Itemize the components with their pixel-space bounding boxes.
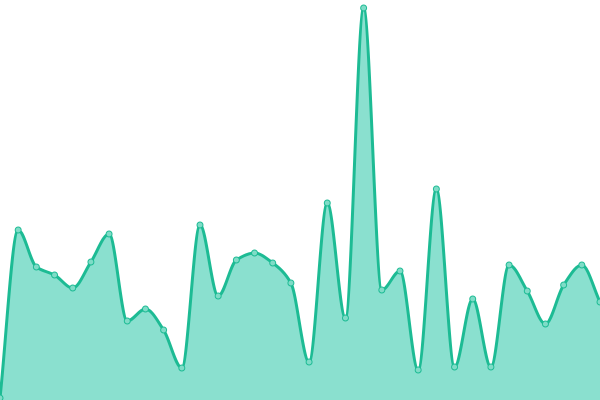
data-point-11[interactable] [196,221,204,229]
data-point-28[interactable] [505,261,513,269]
data-point-0[interactable] [0,394,4,400]
data-point-3[interactable] [51,271,59,279]
data-point-26[interactable] [469,295,477,303]
data-point-20[interactable] [360,4,368,12]
data-point-25[interactable] [451,363,459,371]
data-point-1[interactable] [14,226,22,234]
data-point-31[interactable] [560,281,568,289]
data-point-2[interactable] [32,263,40,271]
data-point-21[interactable] [378,286,386,294]
data-point-32[interactable] [578,261,586,269]
data-point-4[interactable] [69,284,77,292]
data-point-18[interactable] [323,199,331,207]
data-point-5[interactable] [87,258,95,266]
data-point-9[interactable] [160,326,168,334]
data-point-23[interactable] [414,366,422,374]
data-point-6[interactable] [105,230,113,238]
data-point-33[interactable] [596,298,600,306]
data-point-14[interactable] [251,249,259,257]
data-point-24[interactable] [432,185,440,193]
data-point-30[interactable] [541,320,549,328]
series-area [0,8,600,400]
data-point-8[interactable] [141,305,149,313]
data-point-12[interactable] [214,292,222,300]
data-point-19[interactable] [341,314,349,322]
data-point-17[interactable] [305,358,313,366]
data-point-22[interactable] [396,267,404,275]
data-point-7[interactable] [123,317,131,325]
data-point-27[interactable] [487,363,495,371]
data-point-29[interactable] [523,287,531,295]
data-point-16[interactable] [287,279,295,287]
data-point-13[interactable] [232,256,240,264]
data-point-10[interactable] [178,364,186,372]
data-point-15[interactable] [269,259,277,267]
